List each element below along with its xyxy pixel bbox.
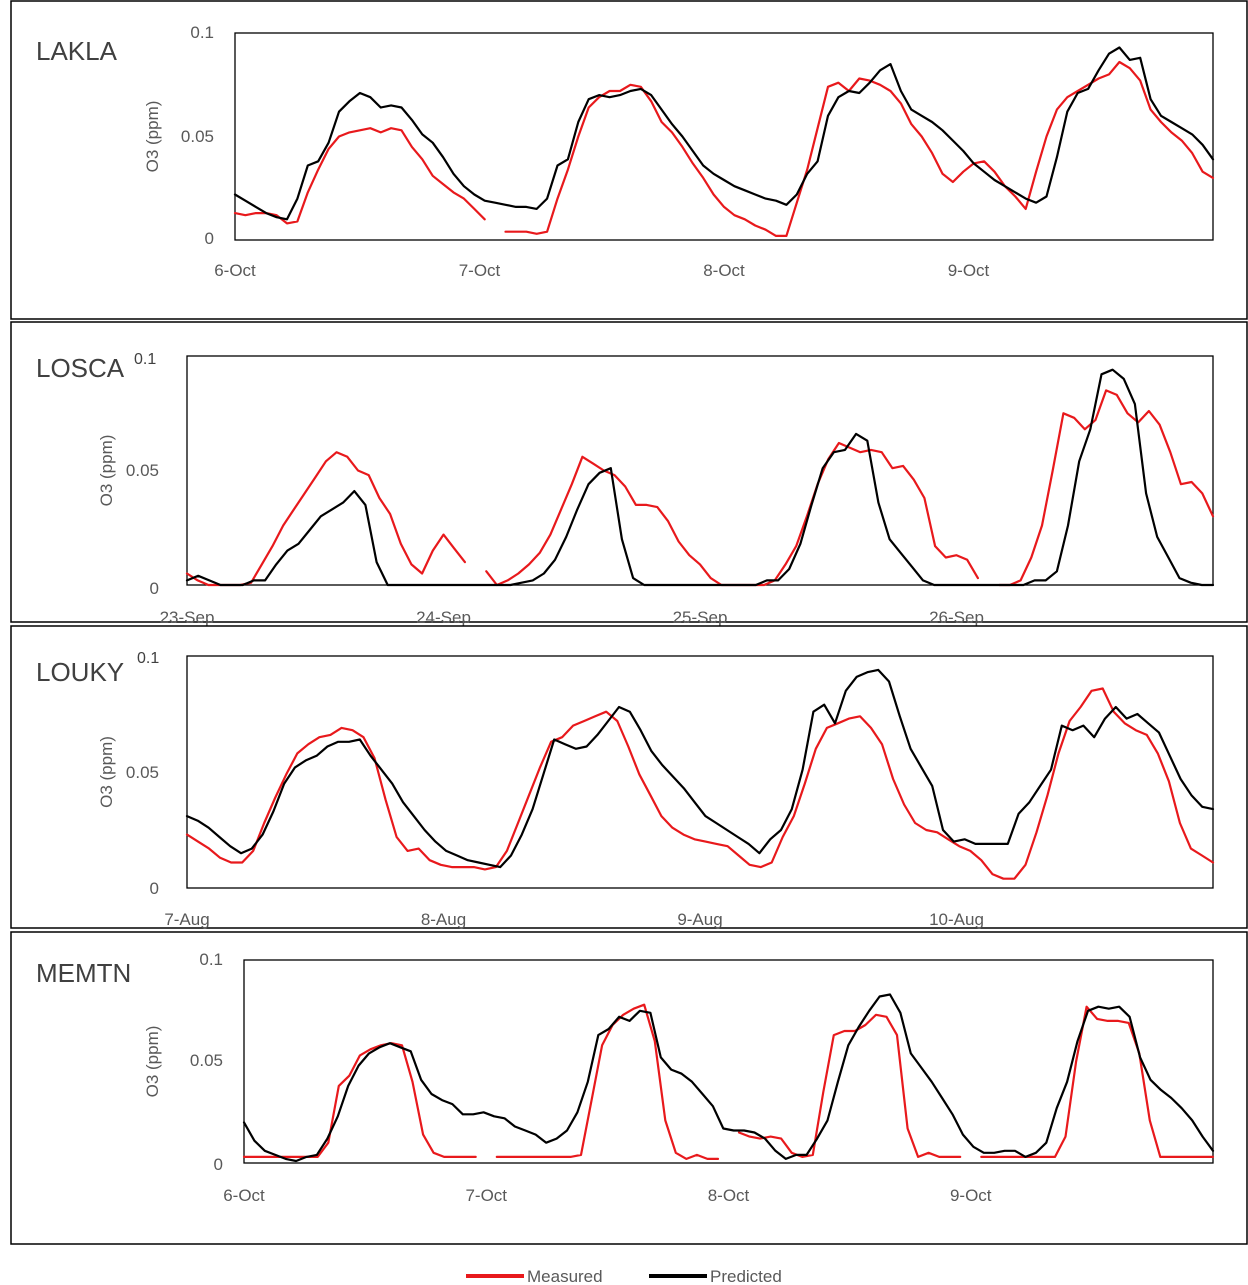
- station-title: MEMTN: [36, 958, 131, 988]
- y-tick-label: 0.05: [126, 461, 159, 480]
- x-tick-label: 8-Aug: [421, 910, 466, 929]
- y-tick-label: 0.05: [181, 127, 214, 146]
- x-tick-label: 7-Oct: [465, 1186, 507, 1205]
- x-tick-label: 23-Sep: [160, 608, 215, 627]
- y-axis-label: O3 (ppm): [97, 736, 116, 808]
- x-tick-label: 9-Oct: [950, 1186, 992, 1205]
- x-tick-label: 9-Oct: [948, 261, 990, 280]
- series-line-predicted: [185, 668, 1215, 869]
- series-line-measured: [242, 1003, 1215, 1160]
- legend-predicted-label: Predicted: [710, 1267, 782, 1285]
- panel-memtn: MEMTN O3 (ppm) 0 0.05 0.1 6-Oct 7-Oct 8-Oct 9-Oc…: [10, 931, 1248, 1245]
- plot-area: [234, 32, 1214, 241]
- x-tick-label: 10-Aug: [929, 910, 984, 929]
- y-tick-label: 0: [214, 1155, 223, 1174]
- x-tick-label: 25-Sep: [673, 608, 728, 627]
- chart-panels: LAKLA O3 (ppm) 0 0.05 0.1 6-Oct 7-Oct 8-Oct 9-Oc…: [10, 0, 1248, 1245]
- station-title: LOUKY: [36, 657, 124, 687]
- station-title: LOSCA: [36, 353, 125, 383]
- plot-area: [243, 959, 1214, 1164]
- series-line-predicted: [233, 46, 1215, 221]
- y-axis-label: O3 (ppm): [143, 1026, 162, 1098]
- y-tick-label: 0: [205, 229, 214, 248]
- panel-border: [10, 625, 1248, 929]
- panel-losca: LOSCA 0.1 O3 (ppm) 0 0.05 23-Sep 24-Sep 25-Sep 2…: [10, 321, 1248, 627]
- y-tick-label: 0: [150, 579, 159, 598]
- x-tick-label: 6-Oct: [214, 261, 256, 280]
- y-axis-label: O3 (ppm): [97, 435, 116, 507]
- x-tick-label: 9-Aug: [677, 910, 722, 929]
- x-tick-label: 7-Aug: [164, 910, 209, 929]
- series-line-predicted: [242, 993, 1215, 1163]
- x-tick-label: 26-Sep: [929, 608, 984, 627]
- y-tick-label: 0.1: [190, 23, 214, 42]
- title-superscript: 0.1: [137, 650, 159, 667]
- legend: Measured Predicted: [466, 1267, 782, 1285]
- y-tick-label: 0.05: [190, 1051, 223, 1070]
- panel-lakla: LAKLA O3 (ppm) 0 0.05 0.1 6-Oct 7-Oct 8-Oct 9-Oc…: [10, 0, 1248, 320]
- series-line-measured: [185, 687, 1215, 880]
- series-line-measured: [233, 60, 1215, 237]
- legend-measured-label: Measured: [527, 1267, 603, 1285]
- x-tick-label: 6-Oct: [223, 1186, 265, 1205]
- y-tick-label: 0.1: [199, 950, 223, 969]
- panel-border: [10, 931, 1248, 1245]
- x-tick-label: 24-Sep: [416, 608, 471, 627]
- x-tick-label: 7-Oct: [459, 261, 501, 280]
- series-line-predicted: [185, 368, 1215, 587]
- plot-area: [186, 655, 1214, 889]
- station-title: LAKLA: [36, 36, 118, 66]
- x-tick-label: 8-Oct: [703, 261, 745, 280]
- x-tick-label: 8-Oct: [708, 1186, 750, 1205]
- y-axis-label: O3 (ppm): [143, 101, 162, 173]
- panel-louky: LOUKY 0.1 O3 (ppm) 0 0.05 7-Aug 8-Aug 9-Aug 10-A…: [10, 625, 1248, 929]
- title-superscript: 0.1: [134, 351, 156, 368]
- y-tick-label: 0.05: [126, 763, 159, 782]
- panel-border: [10, 0, 1248, 320]
- y-tick-label: 0: [150, 879, 159, 898]
- series-line-measured: [185, 389, 1215, 587]
- plot-area: [186, 355, 1214, 586]
- panel-border: [10, 321, 1248, 623]
